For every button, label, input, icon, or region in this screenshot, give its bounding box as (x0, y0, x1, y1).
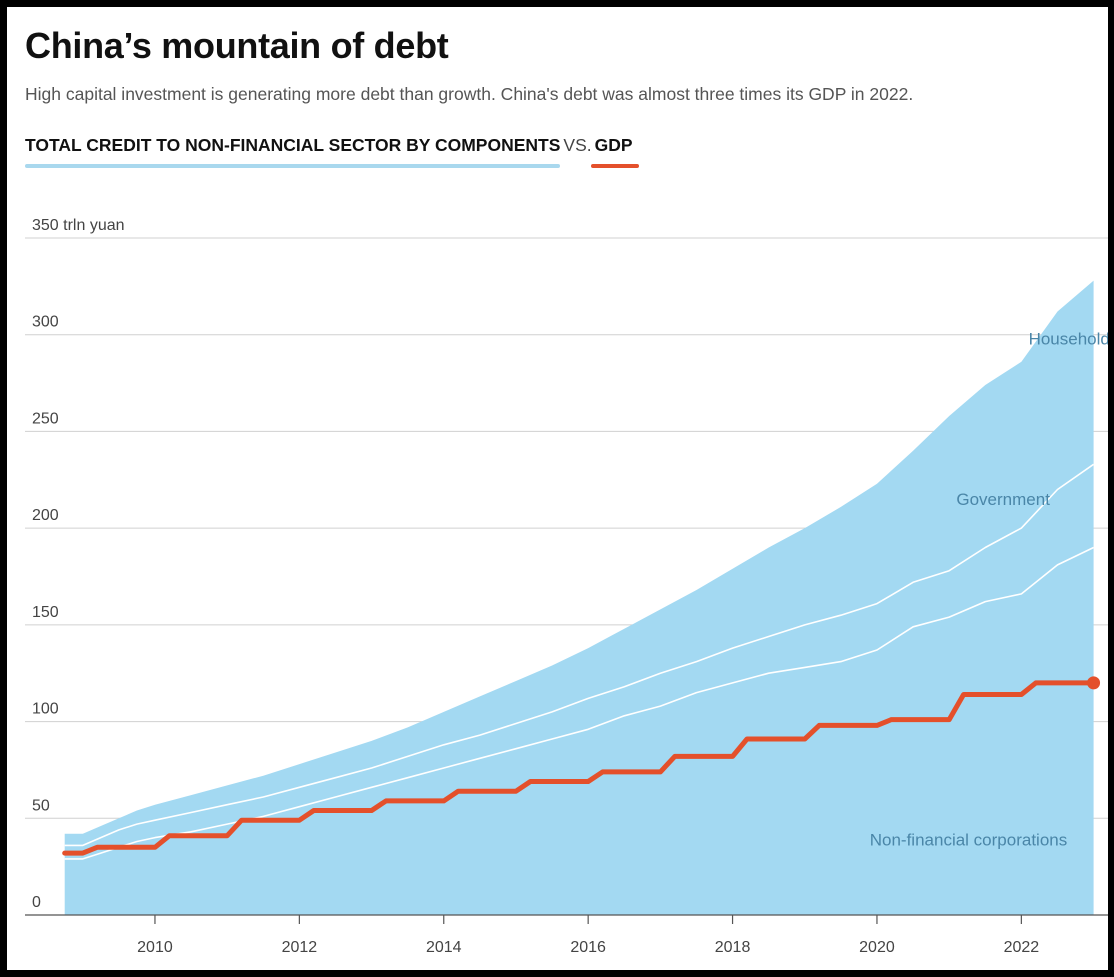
chart-frame: China’s mountain of debt High capital in… (7, 7, 1108, 970)
y-tick-label-350: 350 trln yuan (32, 217, 125, 234)
legend-gdp-label: GDP (590, 135, 639, 168)
chart-title: China’s mountain of debt (25, 25, 449, 66)
x-tick-label-2022: 2022 (1004, 939, 1040, 956)
y-tick-label-100: 100 (32, 701, 59, 718)
y-tick-label-250: 250 (32, 410, 59, 427)
series-boundary-non-financial-corporations (64, 546, 1094, 860)
x-tick-label-2012: 2012 (282, 939, 318, 956)
y-tick-label-50: 50 (32, 797, 50, 814)
x-tick-label-2016: 2016 (570, 939, 606, 956)
x-tick-label-2018: 2018 (715, 939, 751, 956)
axes: 2010 2012 2014 2016 2018 2020 2022 (25, 914, 1108, 956)
y-tick-label-300: 300 (32, 314, 59, 331)
y-tick-label-200: 200 (32, 507, 59, 524)
area-label-households: Households (1029, 329, 1108, 348)
total-credit-area (64, 280, 1094, 916)
area-label-government: Government (956, 490, 1050, 509)
gdp-end-dot (1087, 676, 1101, 690)
debt-chart: 0 50 100 150 200 250 300 350 trln yuan Househol… (25, 217, 1108, 956)
legend-vs-label: VS. (563, 135, 592, 155)
x-tick-label-2020: 2020 (859, 939, 895, 956)
area-labels: Households Government Non-financial corpor… (870, 329, 1108, 849)
series-boundary-government (64, 463, 1095, 847)
area-label-non-financial-corporations: Non-financial corporations (870, 830, 1068, 849)
x-tick-label-2014: 2014 (426, 939, 462, 956)
chart-subtitle: High capital investment is generating mo… (25, 84, 914, 104)
legend: TOTAL CREDIT TO NON-FINANCIAL SECTOR BY … (25, 135, 639, 168)
legend-credit-label: TOTAL CREDIT TO NON-FINANCIAL SECTOR BY … (25, 135, 561, 168)
x-tick-label-2010: 2010 (137, 939, 173, 956)
gdp-layer (62, 676, 1101, 856)
stacked-areas (64, 280, 1095, 916)
y-tick-label-0: 0 (32, 894, 41, 911)
gdp-line (62, 680, 1097, 856)
y-tick-label-150: 150 (32, 604, 59, 621)
